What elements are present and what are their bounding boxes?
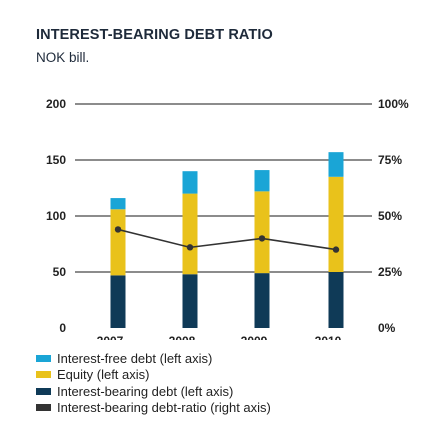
legend-swatch [36,354,51,362]
right-tick-label: 0% [378,321,396,335]
chart-title: INTEREST-BEARING DEBT RATIO [36,27,273,43]
bar-interest-free-debt [182,171,198,194]
bar-equity [182,193,198,275]
left-tick-label: 150 [46,153,66,167]
left-tick-label: 0 [59,321,66,335]
legend-swatch [36,404,51,412]
x-tick-label: 2009 [241,334,268,340]
left-tick-label: 50 [53,265,67,279]
bar-interest-bearing-debt [110,275,126,328]
bar-equity [254,191,270,274]
legend-item: Interest-free debt (left axis) [36,350,271,367]
right-tick-label: 75% [378,153,402,167]
bar-interest-bearing-debt [182,274,198,328]
legend-label: Interest-bearing debt-ratio (right axis) [57,400,271,416]
x-tick-label: 2008 [169,334,196,340]
bar-interest-bearing-debt [254,273,270,328]
bar-interest-free-debt [254,170,270,192]
chart-legend: Interest-free debt (left axis) Equity (le… [36,350,271,416]
ratio-point [114,226,122,233]
right-tick-label: 50% [378,209,402,223]
bar-equity [110,209,126,276]
legend-item: Equity (left axis) [36,367,271,384]
ratio-point [258,235,266,242]
legend-item: Interest-bearing debt-ratio (right axis) [36,400,271,417]
right-tick-label: 25% [378,265,402,279]
left-tick-label: 200 [46,97,66,111]
legend-swatch [36,387,51,395]
chart-plot: 0 50 100 150 200 0% 25% 50% 75% 100% 2007 2008 2009 2… [46,97,409,340]
legend-swatch [36,371,51,379]
legend-label: Equity (left axis) [57,367,150,383]
bar-interest-free-debt [110,198,126,210]
left-tick-label: 100 [46,209,66,223]
right-tick-label: 100% [378,97,409,111]
ratio-point [186,244,194,251]
bar-interest-bearing-debt [328,272,344,328]
bar-interest-free-debt [328,152,344,177]
chart-subtitle: NOK bill. [36,50,90,65]
ratio-line [117,228,337,251]
ratio-point [332,246,340,253]
legend-item: Interest-bearing debt (left axis) [36,383,271,400]
legend-label: Interest-free debt (left axis) [57,350,213,366]
x-tick-label: 2010 [315,334,342,340]
legend-label: Interest-bearing debt (left axis) [57,383,234,399]
x-tick-label: 2007 [97,334,124,340]
bar-equity [328,176,344,272]
